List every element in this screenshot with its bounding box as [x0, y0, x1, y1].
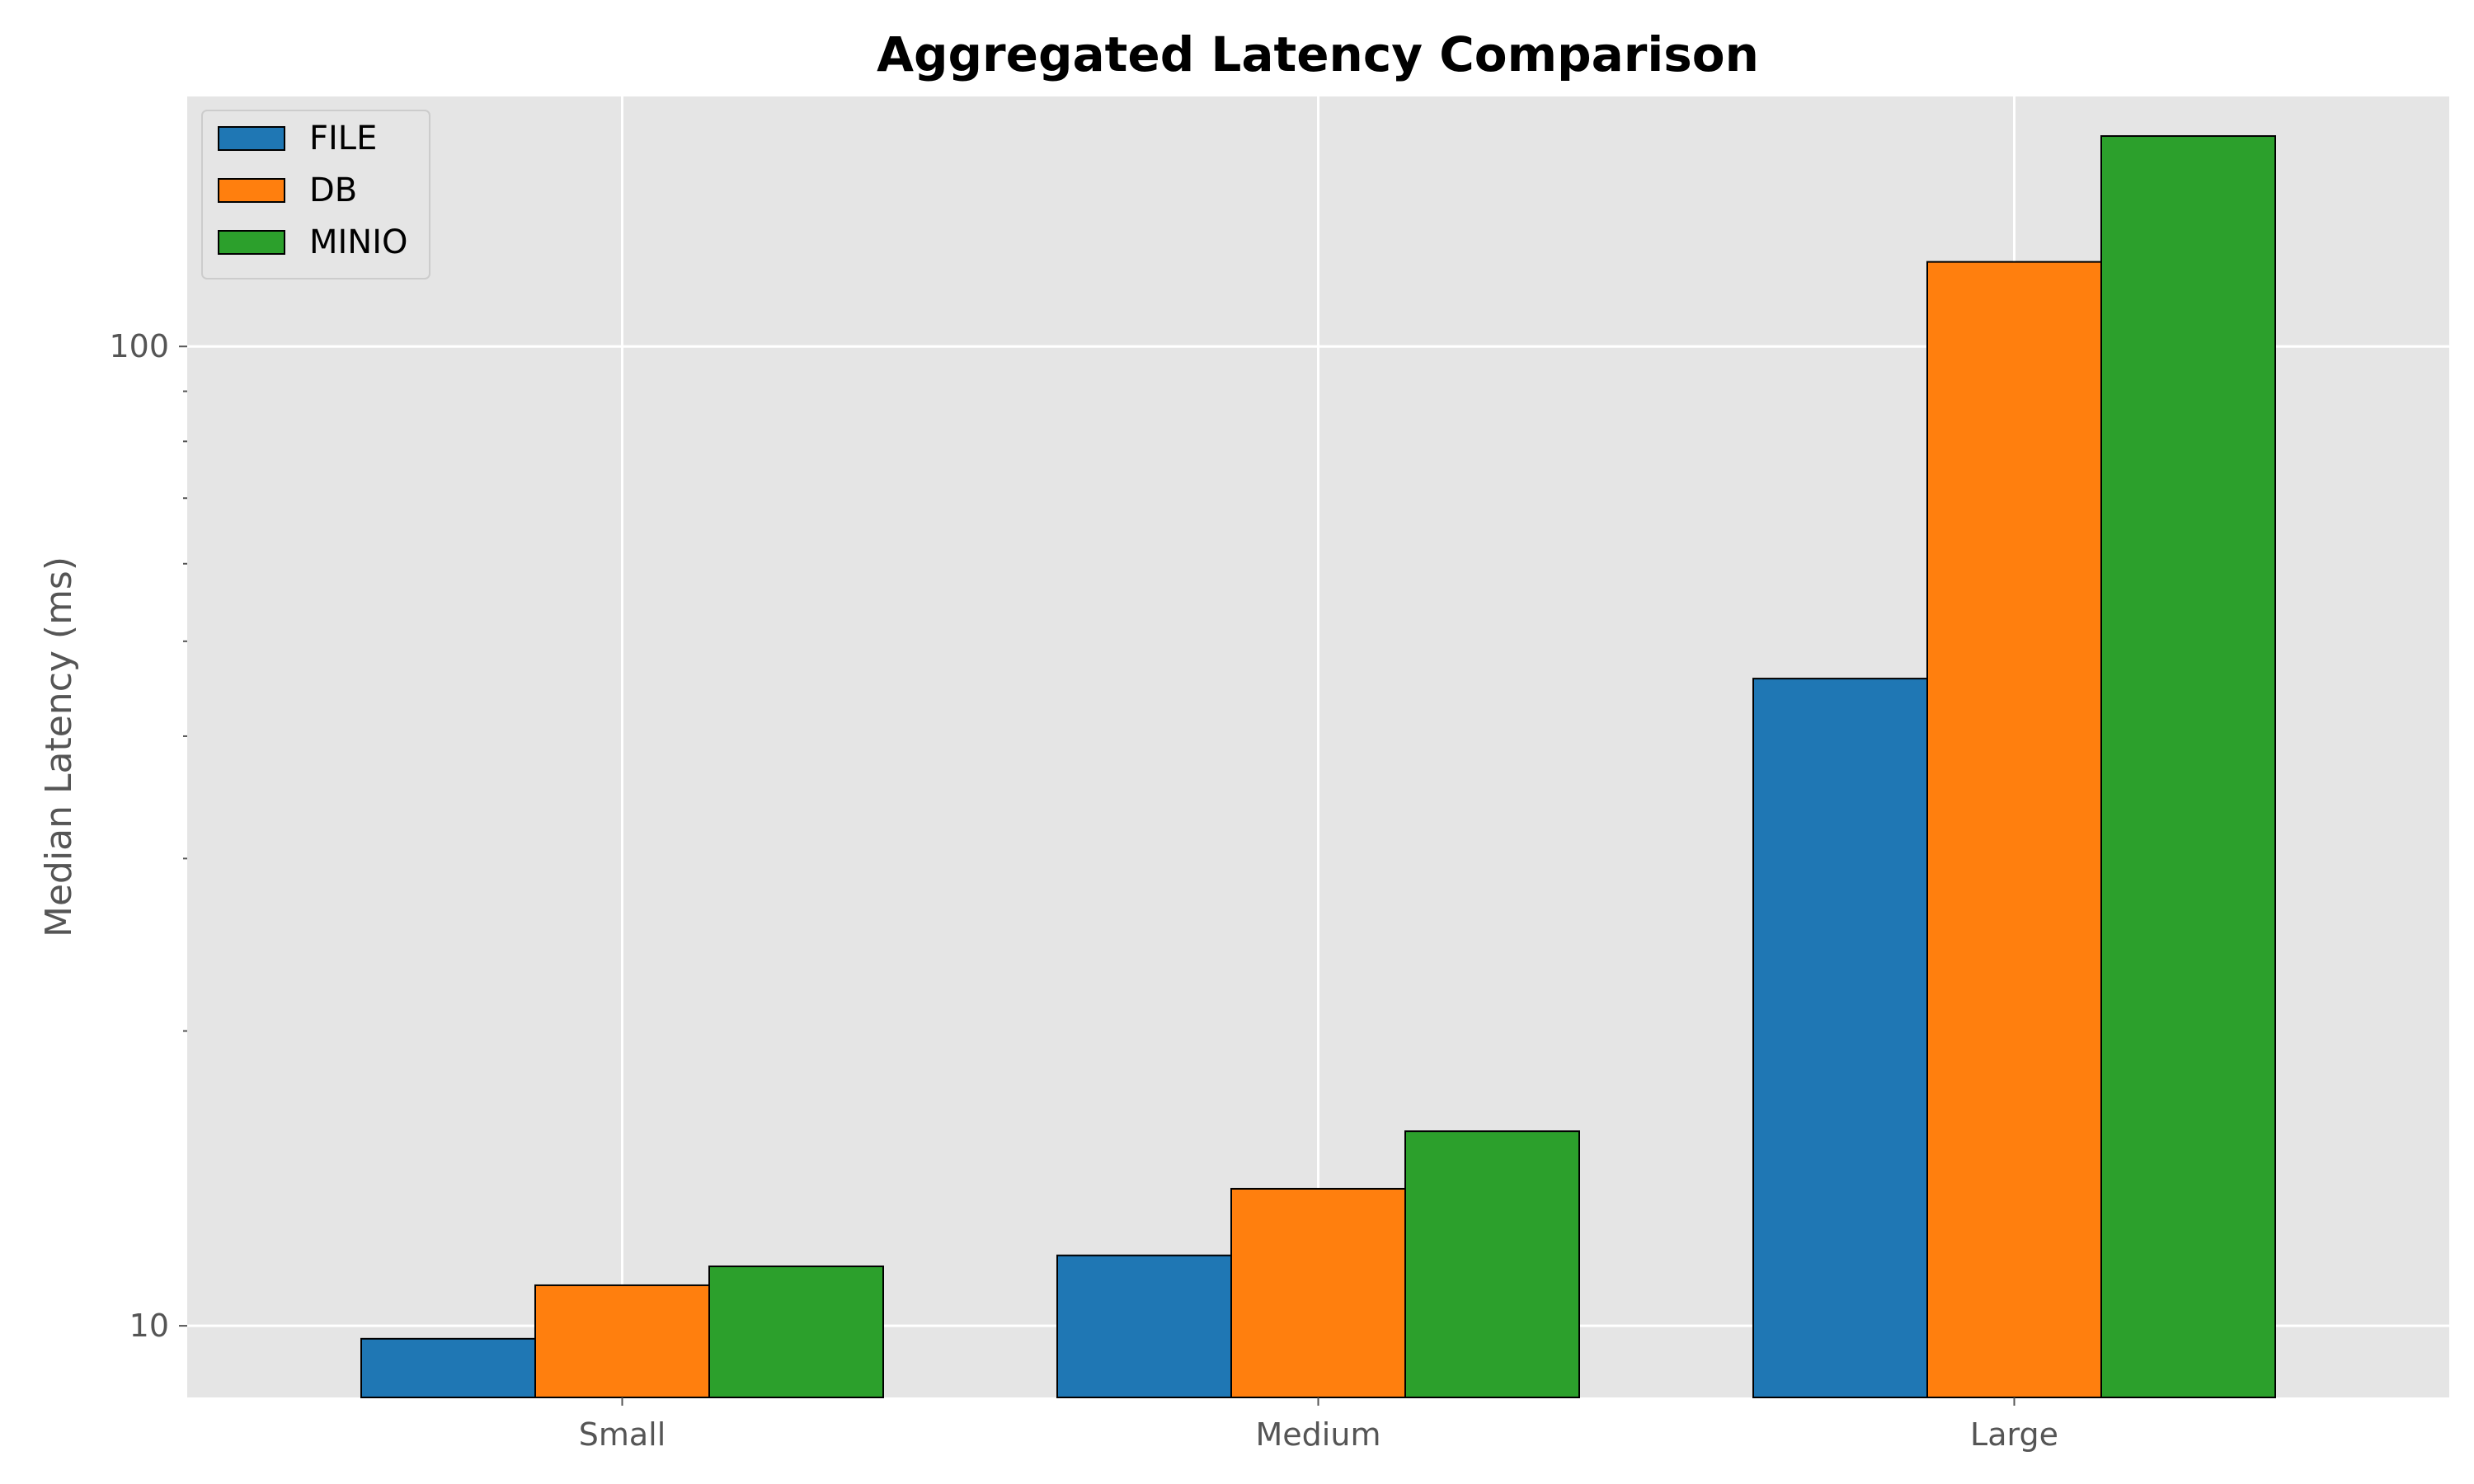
x-tick-label: Medium	[1256, 1416, 1381, 1453]
legend-label-db: DB	[309, 171, 357, 209]
bars	[360, 135, 2276, 1399]
x-tick-label: Large	[1970, 1416, 2058, 1453]
axis-ticks: Small Medium Large 10 100	[109, 328, 2058, 1453]
legend: FILE DB MINIO	[201, 110, 430, 279]
legend-swatch-db	[218, 178, 285, 203]
y-tick-label: 10	[129, 1308, 169, 1344]
chart-title: Aggregated Latency Comparison	[877, 26, 1759, 82]
bar-minio-large	[2100, 135, 2276, 1399]
y-tick-label: 100	[109, 328, 169, 364]
x-tick-label: Small	[579, 1416, 666, 1453]
bar-db-small	[534, 1284, 710, 1398]
bar-minio-medium	[1404, 1130, 1580, 1398]
legend-swatch-file	[218, 126, 285, 151]
bar-file-small	[360, 1337, 536, 1399]
bar-file-medium	[1056, 1254, 1232, 1398]
bar-minio-small	[708, 1266, 884, 1399]
y-axis-label: Median Latency (ms)	[38, 556, 80, 937]
bar-db-medium	[1230, 1187, 1406, 1398]
bar-file-large	[1752, 678, 1928, 1398]
legend-swatch-minio	[218, 230, 285, 255]
legend-label-file: FILE	[309, 120, 377, 157]
bar-db-large	[1926, 261, 2102, 1398]
legend-label-minio: MINIO	[309, 223, 408, 261]
